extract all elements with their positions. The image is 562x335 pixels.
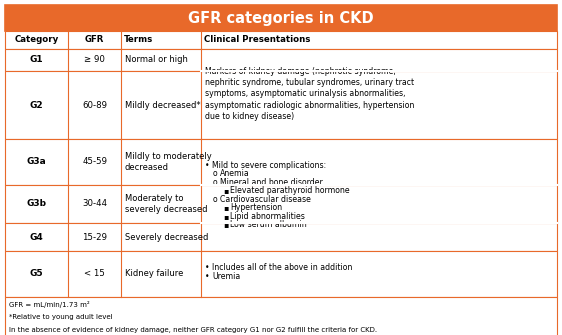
- Text: G2: G2: [30, 100, 43, 110]
- Text: Lipid abnormalities: Lipid abnormalities: [230, 212, 305, 221]
- Text: G3b: G3b: [27, 200, 47, 208]
- Text: Normal or high: Normal or high: [125, 56, 188, 65]
- Text: Moderately to
severely decreased: Moderately to severely decreased: [125, 194, 207, 214]
- Bar: [5, 71, 557, 139]
- Bar: [5, 251, 557, 297]
- Text: Mildly decreased*: Mildly decreased*: [125, 100, 201, 110]
- Text: ▪: ▪: [223, 186, 228, 195]
- Text: ▪: ▪: [223, 212, 228, 221]
- Text: o: o: [213, 178, 217, 187]
- Text: Elevated parathyroid hormone: Elevated parathyroid hormone: [230, 186, 350, 195]
- Bar: [5, 49, 557, 71]
- Text: < 15: < 15: [84, 269, 105, 278]
- Text: G5: G5: [30, 269, 43, 278]
- Text: Cardiovascular disease: Cardiovascular disease: [220, 195, 311, 204]
- Text: Includes all of the above in addition: Includes all of the above in addition: [212, 263, 352, 272]
- Text: ▪: ▪: [223, 220, 228, 229]
- Text: 45-59: 45-59: [82, 157, 107, 166]
- Text: Low serum albumin: Low serum albumin: [230, 220, 307, 229]
- Text: G4: G4: [30, 232, 44, 242]
- Text: 15-29: 15-29: [82, 232, 107, 242]
- Text: G1: G1: [30, 56, 43, 65]
- Text: Anemia: Anemia: [220, 169, 250, 178]
- Text: Uremia: Uremia: [212, 272, 240, 281]
- Text: ≥ 90: ≥ 90: [84, 56, 105, 65]
- Text: GFR categories in CKD: GFR categories in CKD: [188, 10, 374, 25]
- Text: •: •: [205, 263, 210, 272]
- Text: Mild to severe complications:: Mild to severe complications:: [212, 161, 326, 170]
- Text: Terms: Terms: [124, 36, 153, 45]
- Text: In the absence of evidence of kidney damage, neither GFR category G1 nor G2 fulf: In the absence of evidence of kidney dam…: [9, 327, 377, 333]
- Text: GFR = mL/min/1.73 m²: GFR = mL/min/1.73 m²: [9, 300, 90, 308]
- Text: Severely decreased: Severely decreased: [125, 232, 209, 242]
- Text: 30-44: 30-44: [82, 200, 107, 208]
- Bar: [5, 5, 557, 31]
- Text: •: •: [205, 161, 210, 170]
- Bar: [5, 223, 557, 251]
- Text: ▪: ▪: [223, 203, 228, 212]
- Text: GFR: GFR: [85, 36, 105, 45]
- Text: *Relative to young adult level: *Relative to young adult level: [9, 314, 112, 320]
- Text: Kidney failure: Kidney failure: [125, 269, 183, 278]
- Text: Markers of kidney damage (nephrotic syndrome,
nephritic syndrome, tubular syndro: Markers of kidney damage (nephrotic synd…: [205, 67, 414, 121]
- Text: 60-89: 60-89: [82, 100, 107, 110]
- Text: o: o: [213, 169, 217, 178]
- Bar: [5, 185, 557, 223]
- Text: o: o: [213, 195, 217, 204]
- Bar: [5, 297, 557, 335]
- Text: Mildly to moderately
decreased: Mildly to moderately decreased: [125, 152, 212, 172]
- Bar: [5, 31, 557, 49]
- Text: G3a: G3a: [27, 157, 47, 166]
- Text: Clinical Presentations: Clinical Presentations: [204, 36, 310, 45]
- Text: Hypertension: Hypertension: [230, 203, 282, 212]
- Text: Mineral and bone disorder: Mineral and bone disorder: [220, 178, 323, 187]
- Text: •: •: [205, 272, 210, 281]
- Text: Category: Category: [15, 36, 59, 45]
- Bar: [5, 139, 557, 185]
